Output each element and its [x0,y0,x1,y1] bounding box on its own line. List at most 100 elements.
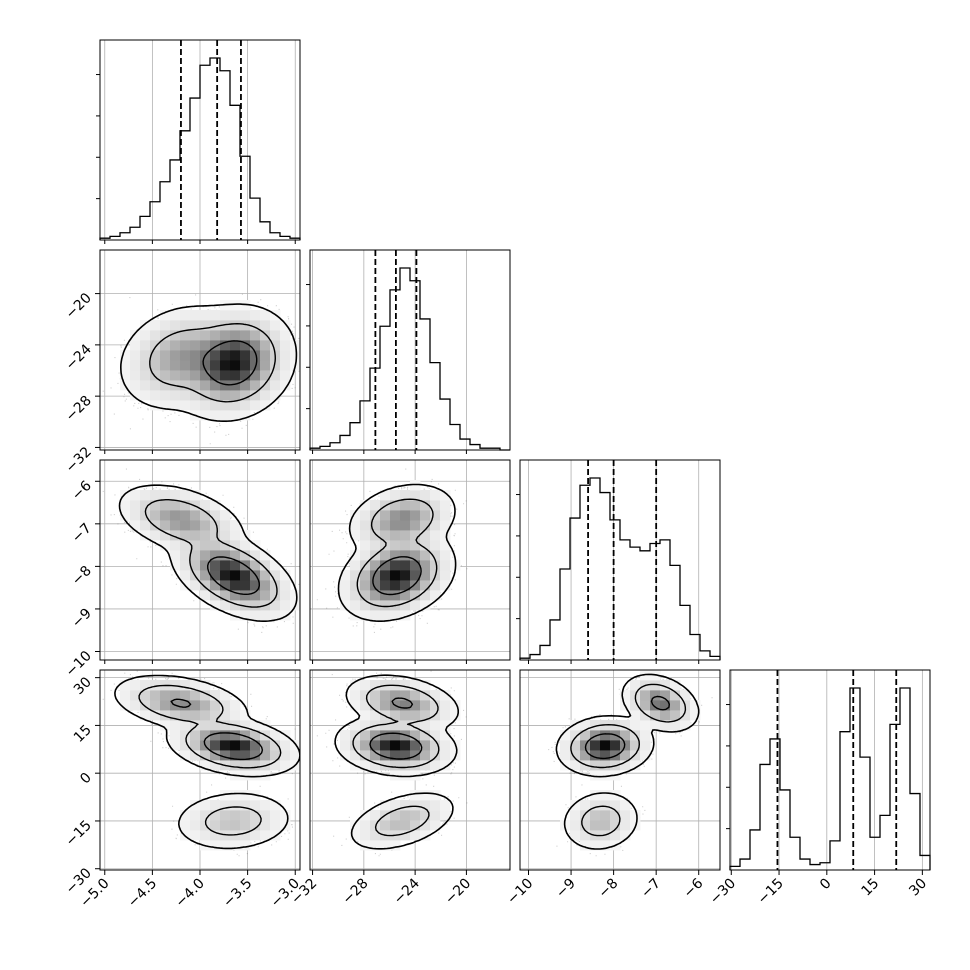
density-cell [630,740,641,751]
density-cell [260,320,271,331]
density-cell [240,300,251,311]
density-cell [660,720,671,731]
density-cell [270,390,281,401]
density-cell [350,600,361,611]
density-cell [270,600,281,611]
density-cell [180,810,191,821]
density-cell [410,740,421,751]
density-cell [240,570,251,581]
y-tick-label: −8 [69,563,95,589]
density-cell [400,500,411,511]
histogram-panel-1 [96,39,301,241]
density-cell [200,810,211,821]
density-cell [170,740,181,751]
density-cell [220,840,231,851]
density-cell [210,760,221,771]
histogram-steps [729,687,931,870]
density-cell [220,350,231,361]
density-cell [680,710,691,721]
density-cell [370,610,381,621]
density-cell [630,720,641,731]
x-tick-label: 15 [858,876,882,900]
density-cell [200,760,211,771]
density-cell [200,730,211,741]
density-cell [200,820,211,831]
density-cell [240,710,251,721]
density-cell [230,800,241,811]
density-cell [420,580,431,591]
density-cell [420,490,431,501]
density-cell [250,340,261,351]
density-cell [380,740,391,751]
density-cell [200,370,211,381]
density-cell [590,750,601,761]
density-cell [380,520,391,531]
density-cell [220,310,231,321]
density-cell [360,580,371,591]
panel-content [316,670,468,857]
density-cell [650,680,661,691]
density-cell [240,740,251,751]
density-cell [230,730,241,741]
density-cell [270,320,281,331]
density-cell [240,760,251,771]
density-cell [180,330,191,341]
density-cell [150,370,161,381]
density-cell [370,540,381,551]
density-cell [630,710,641,721]
density-cell [390,590,401,601]
density-cell [240,550,251,561]
density-cell [180,720,191,731]
density-cell [200,800,211,811]
density-cell [640,720,651,731]
density-cell [180,390,191,401]
contour-line [207,556,260,595]
density-cell [200,540,211,551]
density-cell [140,520,151,531]
density-cell [220,340,231,351]
density-cell [120,500,131,511]
density-cell [400,570,411,581]
density-cell [230,350,241,361]
density-cell [130,690,141,701]
density-cell [170,500,181,511]
density-cell [210,390,221,401]
density-cell [270,560,281,571]
density-cell [290,750,300,761]
density-cell [670,690,681,701]
density-cell [240,330,251,341]
density-cell [390,810,401,821]
density-cell [400,520,411,531]
density-cell [360,750,371,761]
density-cell [140,340,151,351]
density-cell [180,530,191,541]
density-cell [160,310,171,321]
density-cell [440,810,451,821]
density-cell [440,730,451,741]
density-cell [210,580,221,591]
density-cell [130,700,141,711]
density-cell [190,380,201,391]
density-cell [420,720,431,731]
scatter-panel-4-2 [309,669,511,871]
density-cell [160,510,171,521]
density-cell [370,830,381,841]
density-cell [380,720,391,731]
density-cell [130,360,141,371]
density-cell [390,520,401,531]
density-cell [620,750,631,761]
density-cell [120,510,131,521]
y-tick-label: −7 [69,520,95,546]
density-cell [180,510,191,521]
density-cell [360,550,371,561]
density-cell [410,800,421,811]
density-cell [250,770,261,781]
density-cell [440,550,451,561]
contour-line [337,483,457,622]
density-cell [170,540,181,551]
density-cell [370,520,381,531]
density-cell [150,340,161,351]
density-cell [390,800,401,811]
panel-frame [309,669,511,871]
density-cell [590,790,601,801]
